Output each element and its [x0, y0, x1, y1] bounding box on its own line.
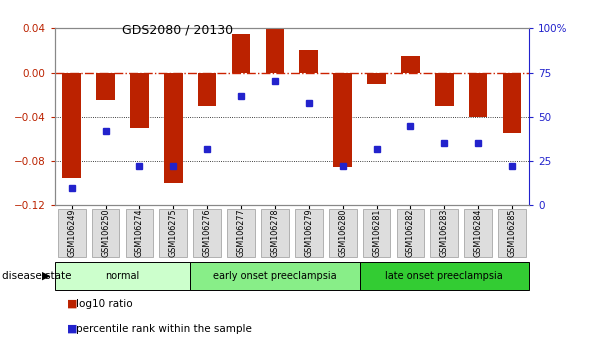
- Bar: [63, 73, 81, 178]
- FancyBboxPatch shape: [396, 209, 424, 257]
- Text: GSM106284: GSM106284: [474, 209, 483, 257]
- Text: GSM106276: GSM106276: [202, 209, 212, 257]
- Text: GSM106278: GSM106278: [271, 209, 280, 257]
- Text: ■: ■: [67, 324, 81, 334]
- Bar: [164, 73, 182, 183]
- FancyBboxPatch shape: [190, 262, 359, 290]
- Text: GSM106277: GSM106277: [237, 209, 246, 257]
- Text: early onset preeclampsia: early onset preeclampsia: [213, 271, 337, 281]
- FancyBboxPatch shape: [430, 209, 458, 257]
- Bar: [435, 73, 454, 106]
- Bar: [300, 51, 318, 73]
- Text: GSM106279: GSM106279: [304, 209, 313, 257]
- Text: GSM106285: GSM106285: [508, 209, 517, 257]
- Text: GSM106281: GSM106281: [372, 209, 381, 257]
- Text: ▶: ▶: [42, 271, 50, 281]
- FancyBboxPatch shape: [329, 209, 356, 257]
- Text: GSM106280: GSM106280: [338, 209, 347, 257]
- FancyBboxPatch shape: [359, 262, 529, 290]
- Text: GDS2080 / 20130: GDS2080 / 20130: [122, 23, 233, 36]
- Text: GSM106275: GSM106275: [169, 209, 178, 257]
- FancyBboxPatch shape: [125, 209, 153, 257]
- Bar: [503, 73, 521, 133]
- Bar: [367, 73, 386, 84]
- Text: disease state: disease state: [2, 271, 71, 281]
- FancyBboxPatch shape: [193, 209, 221, 257]
- Text: late onset preeclampsia: late onset preeclampsia: [385, 271, 503, 281]
- Text: GSM106274: GSM106274: [135, 209, 144, 257]
- FancyBboxPatch shape: [295, 209, 323, 257]
- FancyBboxPatch shape: [362, 209, 390, 257]
- Bar: [198, 73, 216, 106]
- Text: GSM106250: GSM106250: [101, 209, 110, 257]
- FancyBboxPatch shape: [227, 209, 255, 257]
- Text: ■: ■: [67, 299, 81, 309]
- Bar: [401, 56, 420, 73]
- FancyBboxPatch shape: [159, 209, 187, 257]
- FancyBboxPatch shape: [58, 209, 86, 257]
- Bar: [266, 28, 284, 73]
- Bar: [130, 73, 149, 128]
- FancyBboxPatch shape: [92, 209, 119, 257]
- Bar: [96, 73, 115, 100]
- Text: GSM106282: GSM106282: [406, 209, 415, 257]
- Text: log10 ratio: log10 ratio: [76, 299, 133, 309]
- Bar: [469, 73, 488, 117]
- Text: normal: normal: [105, 271, 140, 281]
- FancyBboxPatch shape: [498, 209, 526, 257]
- Bar: [333, 73, 352, 167]
- Text: percentile rank within the sample: percentile rank within the sample: [76, 324, 252, 334]
- Text: GSM106249: GSM106249: [67, 209, 76, 257]
- Text: GSM106283: GSM106283: [440, 209, 449, 257]
- FancyBboxPatch shape: [465, 209, 492, 257]
- FancyBboxPatch shape: [261, 209, 289, 257]
- Bar: [232, 34, 250, 73]
- FancyBboxPatch shape: [55, 262, 190, 290]
